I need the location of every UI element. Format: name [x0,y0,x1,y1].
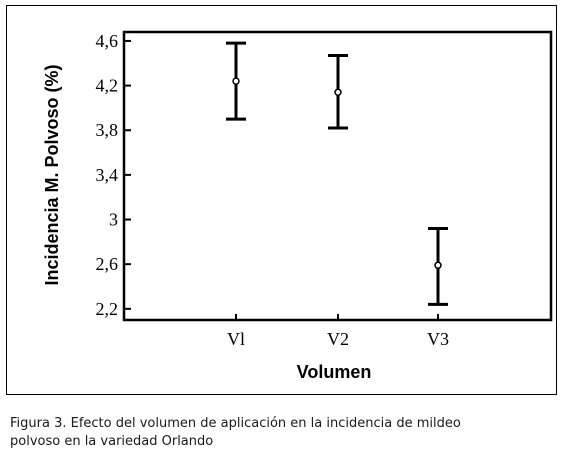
y-axis-ticks: 2,2 2,6 3 3,4 3,8 4,2 4,6 [96,31,131,319]
y-tick-label: 4,6 [96,31,119,51]
y-tick-label: 3,4 [96,165,119,185]
mean-point [434,261,442,270]
y-tick-label: 2,2 [96,299,119,319]
x-tick-label: Vl [227,329,245,349]
caption-line-1: Figura 3. Efecto del volumen de aplicaci… [10,416,461,431]
y-axis-title: Incidencia M. Polvoso (%) [42,64,62,285]
error-bars [226,41,448,306]
figure-caption: Figura 3. Efecto del volumen de aplicaci… [10,415,555,451]
error-bar-3 [428,226,448,306]
chart: 2,2 2,6 3 3,4 3,8 4,2 4,6 Vl V2 V3 Incidencia M.… [42,30,553,382]
y-tick-label: 2,6 [96,254,119,274]
error-bar-1 [226,41,246,121]
y-tick-label: 4,2 [96,76,119,96]
y-tick-label: 3,8 [96,120,119,140]
x-tick-label: V3 [427,329,449,349]
x-tick-label: V2 [327,329,349,349]
error-bar-2 [328,53,348,130]
y-tick-label: 3 [109,210,118,230]
caption-line-2: polvoso en la variedad Orlando [10,434,214,449]
x-axis-labels: Vl V2 V3 [227,314,449,349]
mean-point [334,88,342,97]
x-axis-title: Volumen [297,362,372,382]
figure-frame [6,5,557,395]
mean-point [232,77,240,85]
